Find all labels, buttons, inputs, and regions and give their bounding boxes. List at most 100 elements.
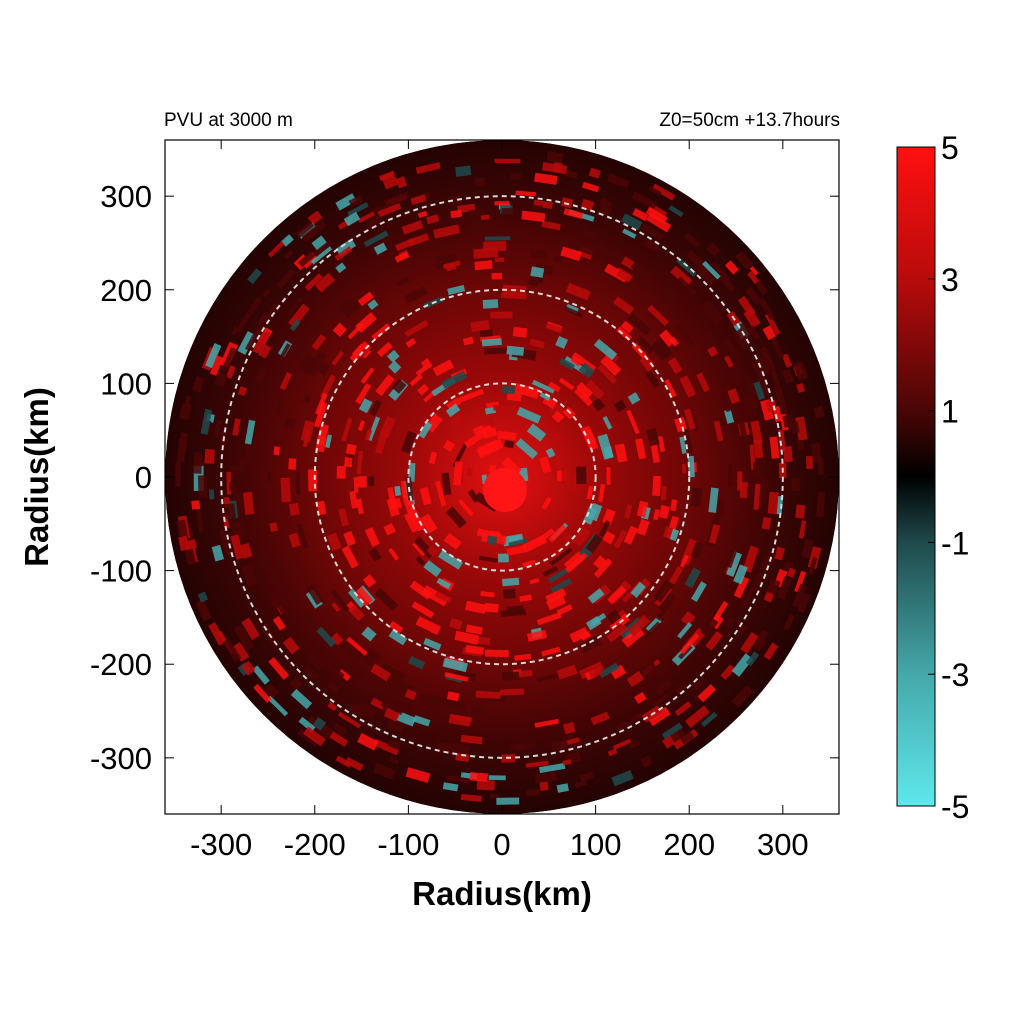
pv-cell xyxy=(503,588,516,599)
pv-cell xyxy=(685,250,709,273)
pv-cell xyxy=(426,214,440,225)
pv-cell xyxy=(493,404,517,412)
pv-cell xyxy=(223,536,234,556)
pv-cell xyxy=(300,420,315,443)
pv-cell xyxy=(391,676,408,688)
pv-cell xyxy=(613,399,627,413)
colorbar-tick-label: -1 xyxy=(941,525,969,561)
pv-cell xyxy=(613,529,628,549)
pv-cell xyxy=(360,367,375,384)
pv-cell xyxy=(758,297,776,321)
pv-cell xyxy=(652,475,662,497)
pv-cell xyxy=(296,523,309,549)
pv-cell xyxy=(383,522,396,536)
pv-cell xyxy=(242,491,255,515)
pv-cell xyxy=(571,240,597,257)
x-tick-label: 200 xyxy=(663,827,715,862)
pv-cell xyxy=(700,617,719,638)
pv-cell xyxy=(305,583,324,605)
pv-cell xyxy=(295,472,301,495)
pv-cell xyxy=(370,663,392,682)
pv-cell xyxy=(436,741,457,756)
pv-cell xyxy=(295,221,315,239)
pv-cell xyxy=(371,323,391,341)
pv-cell xyxy=(629,712,643,723)
pv-cell xyxy=(681,463,687,474)
y-tick-label: -300 xyxy=(90,741,152,776)
reference-circles xyxy=(220,195,784,759)
pv-cell xyxy=(547,566,572,584)
pv-cell xyxy=(738,442,746,460)
colorbar-ticks: 5 3 1 -1 -3 -5 xyxy=(928,130,969,825)
pv-cell xyxy=(598,253,612,263)
pv-cell xyxy=(288,532,301,548)
pv-cell xyxy=(556,783,569,793)
pv-cell xyxy=(620,320,634,334)
pv-cell xyxy=(436,577,452,590)
pv-cell xyxy=(264,683,280,699)
pv-cell xyxy=(612,738,632,751)
pv-cell xyxy=(650,340,670,361)
pv-cell xyxy=(481,418,495,428)
pv-cell xyxy=(598,483,606,503)
pv-cell xyxy=(289,319,301,332)
pv-cell xyxy=(470,319,490,333)
pv-cell xyxy=(546,594,567,611)
x-axis: -300 -200 -100 0 100 200 300 xyxy=(190,140,809,862)
pv-cell xyxy=(484,406,497,415)
pv-cell xyxy=(185,539,197,550)
pv-cell xyxy=(344,757,364,772)
pv-cell xyxy=(578,661,605,680)
pv-cell xyxy=(747,270,760,285)
pv-cell xyxy=(787,567,796,578)
pv-cell xyxy=(723,338,738,358)
pv-cell xyxy=(388,360,402,374)
pv-cell xyxy=(817,457,824,475)
pv-cell xyxy=(298,716,316,733)
pv-cell xyxy=(364,428,373,441)
pv-cell xyxy=(382,176,399,190)
pv-cell xyxy=(790,421,800,434)
pv-cell xyxy=(563,721,576,735)
pv-cell xyxy=(774,546,786,561)
pv-cell xyxy=(653,579,674,603)
pv-cell xyxy=(593,555,607,570)
pv-cell xyxy=(329,731,349,747)
pv-cell xyxy=(314,272,336,293)
pv-cell xyxy=(640,755,653,769)
pv-cell xyxy=(606,609,622,625)
pv-cell xyxy=(546,151,564,164)
pv-cell xyxy=(276,268,296,290)
pv-cell xyxy=(353,477,359,493)
pv-cell xyxy=(196,599,210,618)
pv-cell xyxy=(484,602,499,613)
pv-cell xyxy=(712,579,726,596)
pv-cell xyxy=(222,638,242,663)
pv-cell xyxy=(702,260,721,280)
pv-cell xyxy=(302,665,319,681)
pv-cell xyxy=(525,788,541,797)
pv-cell xyxy=(521,534,548,553)
pv-cell xyxy=(488,775,506,781)
pv-cell xyxy=(587,588,605,604)
pv-cell xyxy=(590,711,610,726)
pv-cell xyxy=(548,381,561,393)
pv-cell xyxy=(376,341,393,358)
pv-cell xyxy=(607,585,627,605)
pv-cell xyxy=(225,365,236,379)
pv-cell xyxy=(611,769,634,787)
pv-cell xyxy=(742,525,752,547)
pv-cell xyxy=(484,649,509,658)
pv-cell xyxy=(233,624,255,651)
pv-cell xyxy=(583,428,597,446)
pv-cell xyxy=(781,368,795,385)
pv-cell xyxy=(720,664,736,681)
pv-cell xyxy=(783,613,796,631)
pv-cell xyxy=(291,339,307,359)
pv-cell xyxy=(241,660,256,676)
pv-cell xyxy=(677,622,693,639)
pv-cell xyxy=(510,742,536,750)
plot-area xyxy=(165,140,839,814)
pv-cell xyxy=(758,380,772,398)
pv-cell xyxy=(651,693,670,708)
